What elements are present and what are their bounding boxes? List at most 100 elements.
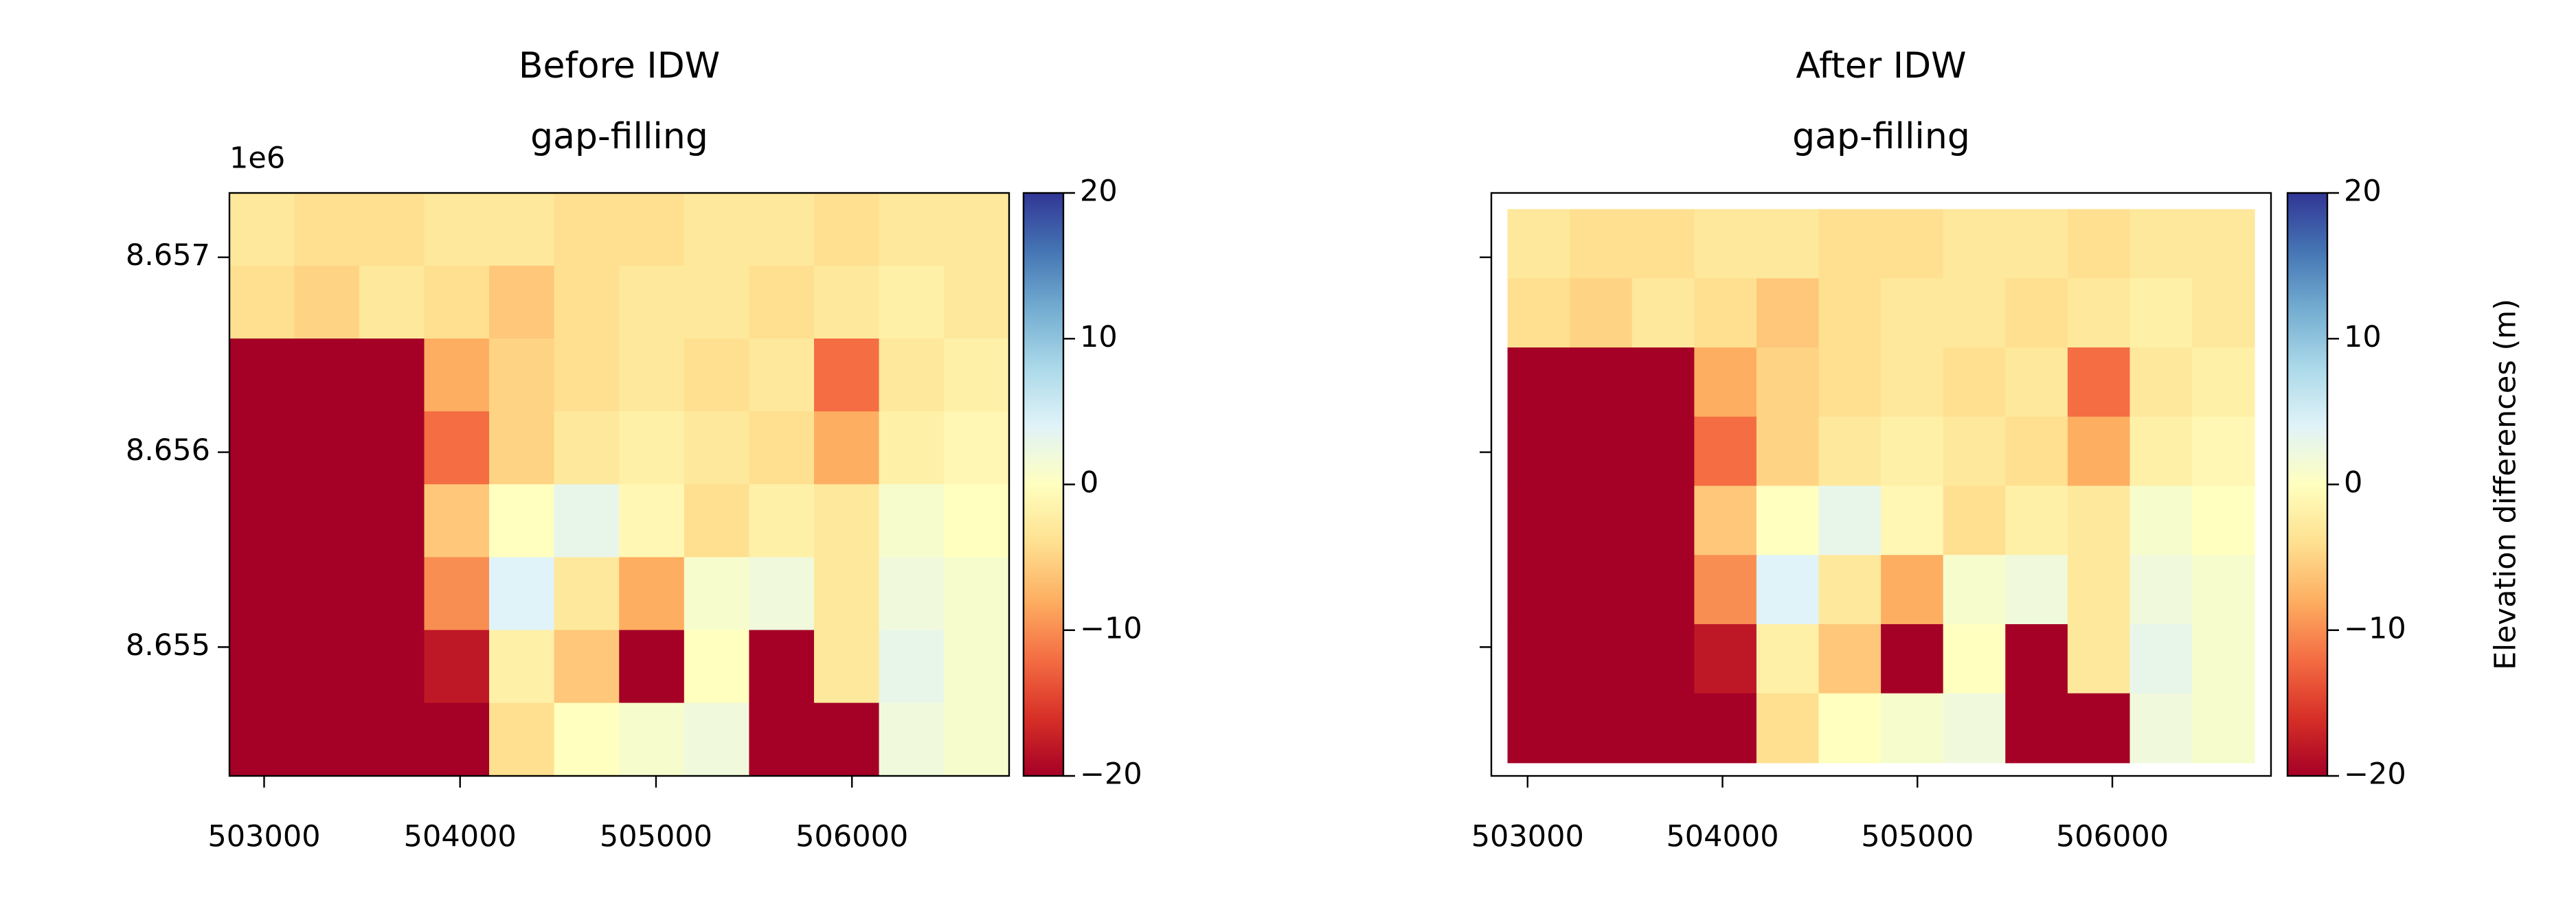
heatmap-cell: [2067, 485, 2131, 556]
heatmap-cell: [2005, 347, 2068, 417]
heatmap-cell: [489, 557, 555, 631]
heatmap-cell: [2129, 416, 2193, 487]
heatmap-cell: [1507, 347, 1571, 417]
heatmap-cell: [2067, 623, 2131, 694]
heatmap-cell: [2192, 416, 2255, 487]
axes-frame: [1490, 192, 2272, 777]
heatmap-cell: [1943, 623, 2007, 694]
heatmap-cell: [424, 339, 490, 413]
heatmap-cell: [229, 265, 295, 339]
heatmap-cell: [1756, 416, 1820, 487]
heatmap-cell: [944, 339, 1010, 413]
heatmap-cell: [1818, 555, 1882, 625]
heatmap-cell: [2067, 278, 2131, 349]
heatmap-cell: [619, 339, 685, 413]
colorbar-tick-label: −20: [2344, 757, 2406, 792]
heatmap-cell: [1507, 209, 1571, 279]
heatmap-cell: [359, 411, 425, 485]
heatmap-cell: [879, 265, 945, 339]
heatmap-cell: [229, 339, 295, 413]
heatmap-cell: [229, 484, 295, 558]
heatmap-cell: [229, 192, 295, 266]
heatmap-cell: [1694, 623, 1757, 694]
heatmap-cell: [1943, 347, 2007, 417]
heatmap-cell: [1881, 209, 1944, 279]
heatmap-cell: [359, 265, 425, 339]
heatmap-cell: [1756, 693, 1820, 764]
colorbar: [1022, 192, 1065, 777]
heatmap-cell: [424, 630, 490, 704]
heatmap-cell: [1631, 623, 1695, 694]
heatmap-cell: [944, 192, 1010, 266]
heatmap-cell: [1943, 416, 2007, 487]
colorbar-tick-label: −20: [1080, 757, 1142, 792]
heatmap-cell: [2067, 693, 2131, 764]
chart-title: After IDW: [1796, 45, 1966, 87]
heatmap-cell: [489, 630, 555, 704]
heatmap-cell: [2129, 278, 2193, 349]
heatmap-cell: [749, 557, 815, 631]
heatmap-cell: [1881, 278, 1944, 349]
heatmap-cell: [489, 339, 555, 413]
heatmap-cell: [1818, 278, 1882, 349]
heatmap-cell: [424, 557, 490, 631]
chart-title: gap-filling: [530, 116, 708, 157]
heatmap-cell: [814, 339, 880, 413]
colorbar-tick-label: 10: [1080, 320, 1118, 354]
x-tick-label: 505000: [600, 820, 712, 854]
heatmap-cell: [619, 265, 685, 339]
heatmap-cell: [944, 630, 1010, 704]
heatmap-cell: [2067, 347, 2131, 417]
heatmap-cell: [879, 630, 945, 704]
heatmap-cell: [554, 557, 620, 631]
heatmap-cell: [1818, 416, 1882, 487]
heatmap-cell: [294, 192, 360, 266]
heatmap-cell: [1818, 347, 1882, 417]
heatmap-cell: [2005, 693, 2068, 764]
heatmap-cell: [944, 484, 1010, 558]
heatmap-cell: [294, 265, 360, 339]
heatmap-cell: [814, 484, 880, 558]
heatmap-cell: [2192, 347, 2255, 417]
heatmap-cell: [2005, 278, 2068, 349]
heatmap-cell: [1694, 555, 1757, 625]
heatmap-cell: [1570, 693, 1633, 764]
heatmap-cell: [1694, 485, 1757, 556]
y-tick-label: 8.656: [126, 433, 210, 468]
heatmap-cell: [1756, 209, 1820, 279]
heatmap-cell: [814, 702, 880, 777]
y-offset-label: 1e6: [229, 141, 285, 176]
heatmap-cell: [683, 411, 750, 485]
chart-title: gap-filling: [1792, 116, 1970, 157]
heatmap-cell: [749, 484, 815, 558]
heatmap-cell: [554, 339, 620, 413]
heatmap-cell: [749, 702, 815, 777]
heatmap-cell: [1818, 693, 1882, 764]
heatmap-cell: [1943, 209, 2007, 279]
heatmap-cell: [814, 557, 880, 631]
heatmap-cell: [2192, 555, 2255, 625]
heatmap-cell: [2192, 485, 2255, 556]
heatmap-cell: [2129, 347, 2193, 417]
x-tick-label: 506000: [2056, 820, 2169, 854]
heatmap-cell: [1631, 555, 1695, 625]
heatmap-cell: [359, 339, 425, 413]
heatmap-cell: [359, 557, 425, 631]
heatmap-cell: [814, 192, 880, 266]
colorbar-tick-label: 10: [2344, 320, 2382, 354]
heatmap-cell: [1631, 485, 1695, 556]
heatmap-cell: [1694, 209, 1757, 279]
heatmap-cell: [944, 557, 1010, 631]
heatmap-cell: [554, 702, 620, 777]
heatmap-cell: [554, 411, 620, 485]
heatmap-cell: [1756, 623, 1820, 694]
heatmap-cell: [1507, 416, 1571, 487]
x-tick-label: 504000: [1666, 820, 1778, 854]
heatmap-cell: [359, 630, 425, 704]
heatmap-cell: [879, 192, 945, 266]
heatmap-cell: [294, 484, 360, 558]
heatmap-cell: [749, 265, 815, 339]
axes-frame: [228, 192, 1010, 777]
heatmap-cell: [814, 411, 880, 485]
